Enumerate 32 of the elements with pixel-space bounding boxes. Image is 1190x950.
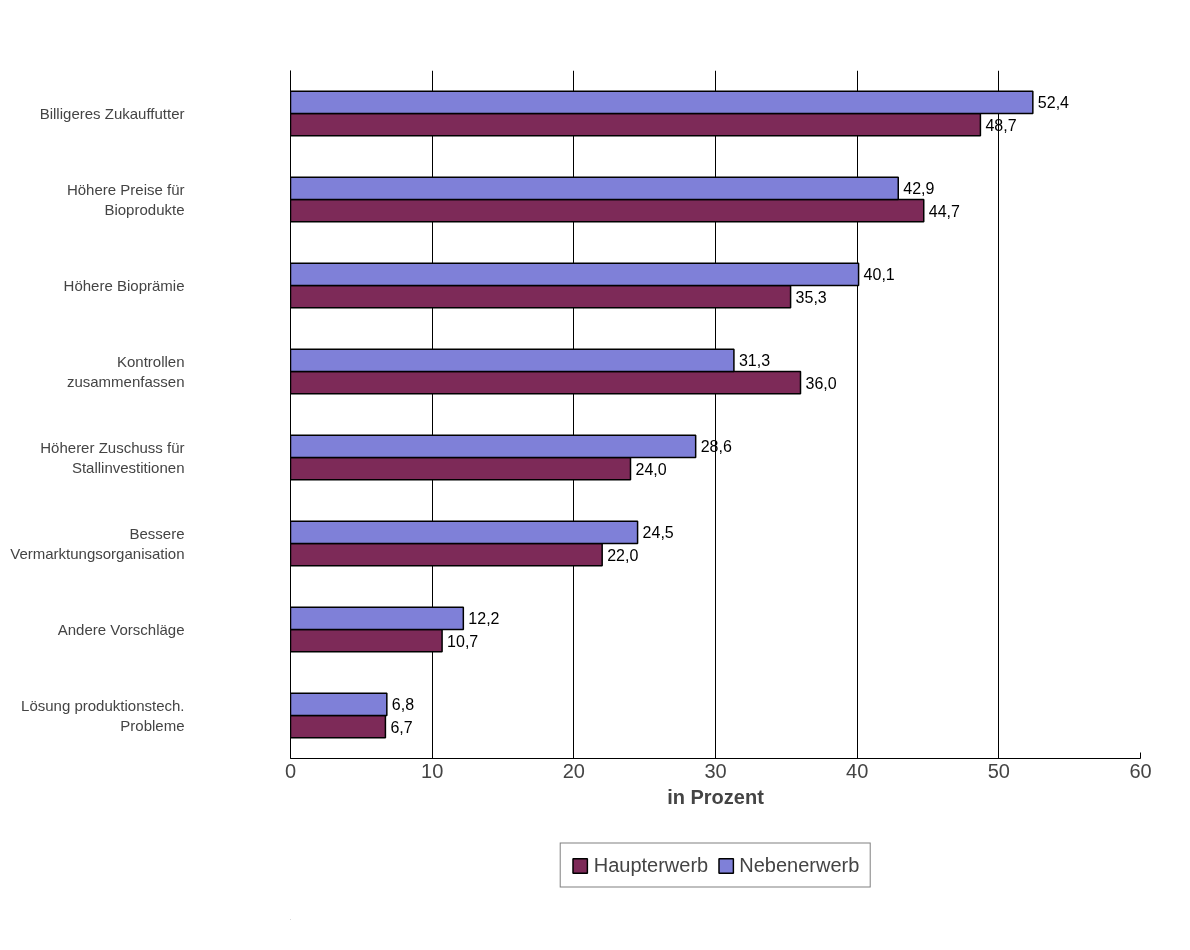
x-tick-label: 10 [421, 759, 444, 782]
x-tick-label: 40 [846, 759, 869, 782]
data-label: 31,3 [738, 352, 771, 370]
data-label: 12,2 [468, 610, 500, 628]
y-tick-label: Billigeres Zukauffutter [39, 105, 185, 122]
y-tick-label: Kontrollen zusammenfassen [66, 352, 185, 391]
data-label: 22,0 [607, 546, 639, 564]
data-label: 24,0 [635, 460, 667, 478]
legend-label: Nebenerwerb [739, 853, 860, 877]
x-tick-label: 60 [1129, 759, 1152, 782]
x-tick-label: 0 [284, 759, 297, 782]
x-tick-label: 50 [987, 759, 1010, 782]
x-tick-label: 30 [704, 759, 727, 782]
y-tick-label: Höhere Preise für Bioprodukte [66, 180, 185, 219]
data-label: 40,1 [863, 266, 895, 284]
data-label: 6,7 [390, 718, 413, 736]
y-tick-label: Andere Vorschläge [57, 621, 185, 638]
data-label: 35,3 [795, 288, 827, 306]
data-label: 24,5 [642, 524, 674, 542]
data-label: 36,0 [805, 374, 837, 392]
y-tick-label: Höherer Zuschuss für Stallinvestitionen [40, 438, 185, 477]
legend-label: Haupterwerb [593, 853, 709, 877]
y-tick-label: Lösung produktionstech. Probleme [21, 696, 185, 735]
y-tick-label: Höhere Bioprämie [63, 277, 185, 294]
data-label: 10,7 [447, 632, 479, 650]
x-tick-label: 20 [562, 759, 585, 782]
data-label: 6,8 [391, 696, 415, 714]
data-label: 44,7 [928, 202, 960, 220]
data-label: 52,4 [1037, 94, 1070, 112]
y-tick-label: Bessere Vermarktungsorganisation [10, 524, 185, 563]
x-axis-title: in Prozent [667, 785, 765, 808]
data-label: 42,9 [903, 180, 935, 198]
